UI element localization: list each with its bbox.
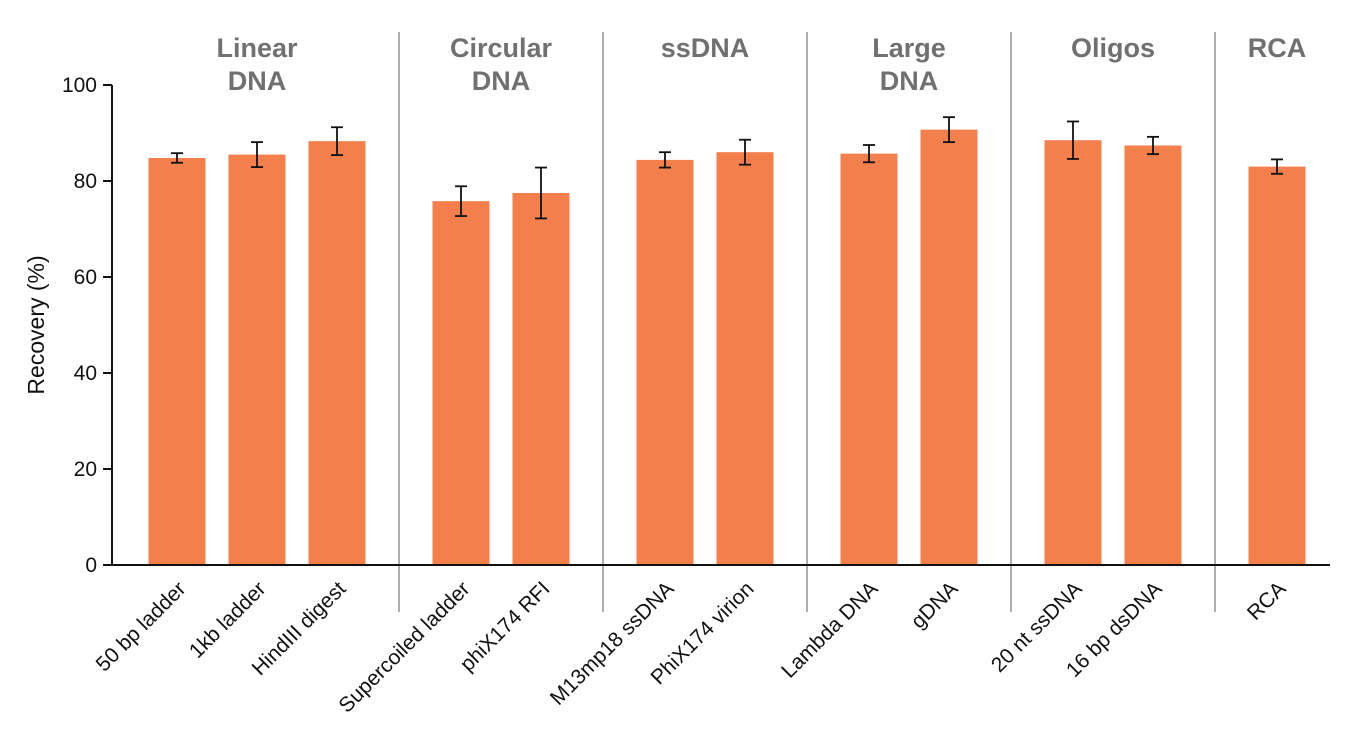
group-dividers — [398, 32, 1216, 612]
error-bars — [171, 116, 1283, 220]
bar-phix174-rfi — [512, 193, 570, 565]
bars — [148, 129, 1306, 566]
x-label-1kb-ladder: 1kb ladder — [185, 577, 271, 663]
group-label-line: Oligos — [1071, 33, 1155, 63]
bar-gdna — [920, 129, 978, 565]
bar-50-bp-ladder — [148, 157, 206, 565]
x-label-lambda-dna: Lambda DNA — [777, 577, 882, 682]
y-tick-label: 20 — [74, 458, 97, 481]
x-label-rca: RCA — [1243, 577, 1291, 625]
bar-supercoiled-ladder — [432, 201, 490, 565]
group-label-oligos: Oligos — [1071, 33, 1155, 63]
y-ticks: 0 20 40 60 80 100 — [62, 74, 112, 577]
group-label-large-dna: Large DNA — [872, 33, 946, 96]
bar-m13mp18-ssdna — [636, 159, 694, 565]
group-label-line: RCA — [1248, 33, 1307, 63]
axes — [111, 85, 1330, 566]
group-label-ssdna: ssDNA — [661, 33, 750, 63]
bar-20-nt-ssdna — [1044, 140, 1102, 565]
group-label-line: Circular — [450, 33, 553, 63]
x-label-50-bp-ladder: 50 bp ladder — [92, 577, 191, 676]
y-tick-label: 80 — [74, 170, 97, 193]
group-label-circular-dna: Circular DNA — [450, 33, 553, 96]
bar-rca — [1248, 166, 1306, 565]
group-label-line: ssDNA — [661, 33, 750, 63]
group-label-line: DNA — [472, 66, 531, 96]
bar-1kb-ladder — [228, 154, 286, 565]
y-axis-label: Recovery (%) — [23, 255, 49, 394]
group-label-linear-dna: Linear DNA — [216, 33, 298, 96]
group-label-line: DNA — [880, 66, 939, 96]
x-label-supercoiled-ladder: Supercoiled ladder — [334, 577, 474, 717]
y-tick-label: 60 — [74, 266, 97, 289]
bar-hindiii-digest — [308, 141, 366, 565]
y-tick-label: 0 — [85, 554, 97, 577]
y-tick-label: 40 — [74, 362, 97, 385]
group-label-line: Linear — [216, 33, 298, 63]
group-label-rca: RCA — [1248, 33, 1307, 63]
bar-lambda-dna — [840, 153, 898, 565]
x-label-gdna: gDNA — [907, 577, 963, 633]
group-label-line: Large — [872, 33, 946, 63]
bar-phix174-virion — [716, 152, 774, 565]
bar-16-bp-dsdna — [1124, 145, 1182, 566]
x-label-m13mp18-ssdna: M13mp18 ssDNA — [546, 577, 679, 710]
y-tick-label: 100 — [62, 74, 97, 97]
group-label-line: DNA — [228, 66, 287, 96]
